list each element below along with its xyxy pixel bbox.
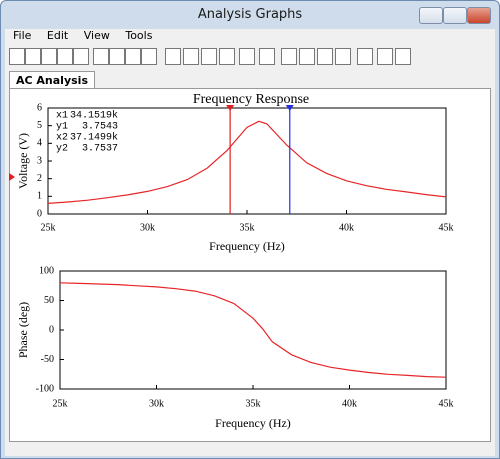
readout-name: x1 <box>56 111 68 122</box>
x-axis-label: Frequency (Hz) <box>215 416 291 430</box>
title-bar: Analysis Graphs <box>1 1 499 29</box>
selected-graph-marker <box>9 173 15 181</box>
line <box>47 120 447 204</box>
cursor-handle <box>285 105 294 111</box>
x-tick-label: 25k <box>53 398 68 409</box>
y-tick-label: -50 <box>41 354 54 365</box>
toolbar-button[interactable] <box>239 48 255 65</box>
y-tick-label: 1 <box>37 191 42 202</box>
y-tick-label: 50 <box>44 295 54 306</box>
readout-name: y1 <box>56 122 68 133</box>
tab-label: AC Analysis <box>16 74 88 87</box>
toolbar-button[interactable] <box>9 48 25 65</box>
window-title: Analysis Graphs <box>197 7 303 22</box>
y-tick-label: -100 <box>36 383 54 394</box>
toolbar-button[interactable] <box>259 48 275 65</box>
toolbar-button[interactable] <box>335 48 351 65</box>
readout-value: 37.1499k <box>70 132 118 144</box>
readout-name: y2 <box>56 144 68 155</box>
y-tick-label: 0 <box>49 324 54 335</box>
chart-title: Frequency Response <box>193 92 309 107</box>
close-button[interactable] <box>467 7 491 24</box>
y-tick-label: 4 <box>37 138 42 149</box>
toolbar <box>5 44 495 68</box>
toolbar-button[interactable] <box>299 48 315 65</box>
cursor-handle <box>226 105 235 111</box>
x-axis-label: Frequency (Hz) <box>209 239 285 253</box>
toolbar-button[interactable] <box>57 48 73 65</box>
x-tick-label: 25k <box>41 222 56 233</box>
toolbar-button[interactable] <box>201 48 217 65</box>
toolbar-button[interactable] <box>357 48 373 65</box>
x-tick-label: 30k <box>149 398 164 409</box>
x-tick-label: 45k <box>439 222 454 233</box>
maximize-button[interactable] <box>443 7 467 24</box>
toolbar-button[interactable] <box>219 48 235 65</box>
menu-bar: File Edit View Tools <box>5 29 495 44</box>
y-axis-label: Voltage (V) <box>16 133 30 189</box>
toolbar-button[interactable] <box>25 48 41 65</box>
toolbar-button[interactable] <box>93 48 109 65</box>
y-tick-label: 100 <box>39 265 54 276</box>
menu-item[interactable]: File <box>13 29 32 42</box>
line <box>59 282 447 378</box>
x-tick-label: 40k <box>339 222 354 233</box>
x-tick-label: 40k <box>342 398 357 409</box>
toolbar-button[interactable] <box>125 48 141 65</box>
toolbar-button[interactable] <box>165 48 181 65</box>
readout-value: 34.1519k <box>70 110 118 122</box>
y-tick-label: 3 <box>37 155 42 166</box>
x-tick-label: 45k <box>439 398 454 409</box>
y-tick-label: 5 <box>37 120 42 131</box>
plot-frame <box>59 270 447 390</box>
y-tick-label: 6 <box>37 102 42 113</box>
y-axis-label: Phase (deg) <box>16 302 30 358</box>
menu-item[interactable]: Tools <box>125 29 153 42</box>
minimize-button[interactable] <box>419 7 443 24</box>
y-tick-label: 2 <box>37 173 42 184</box>
readout-value: 3.7537 <box>82 144 118 155</box>
toolbar-button[interactable] <box>281 48 297 65</box>
toolbar-button[interactable] <box>317 48 333 65</box>
readout-value: 3.7543 <box>82 122 118 133</box>
x-tick-label: 30k <box>140 222 155 233</box>
toolbar-button[interactable] <box>109 48 125 65</box>
readout-name: x2 <box>56 133 68 144</box>
toolbar-button[interactable] <box>183 48 199 65</box>
toolbar-button[interactable] <box>395 48 411 65</box>
x-tick-label: 35k <box>246 398 261 409</box>
menu-item[interactable]: Edit <box>46 29 69 42</box>
toolbar-button[interactable] <box>377 48 393 65</box>
graph-panel <box>9 88 491 442</box>
tab[interactable]: AC Analysis <box>9 71 95 89</box>
menu-item[interactable]: View <box>83 29 110 42</box>
toolbar-button[interactable] <box>141 48 157 65</box>
toolbar-button[interactable] <box>73 48 89 65</box>
tab-area: AC Analysis <box>5 68 495 456</box>
toolbar-button[interactable] <box>41 48 57 65</box>
y-tick-label: 0 <box>37 208 42 219</box>
x-tick-label: 35k <box>240 222 255 233</box>
